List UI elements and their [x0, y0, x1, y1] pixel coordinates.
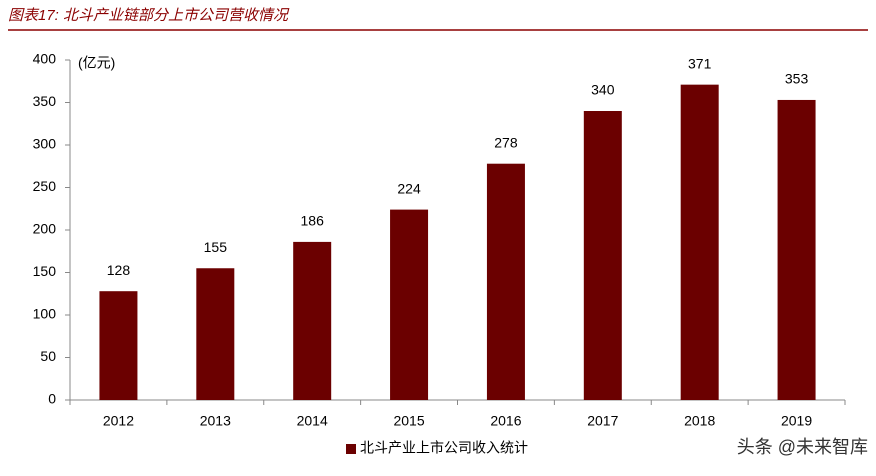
bar: [293, 241, 332, 400]
data-label: 371: [688, 55, 712, 71]
x-tick-label: 2013: [200, 413, 231, 429]
bar: [583, 111, 622, 400]
watermark: 头条 @未来智库: [737, 437, 868, 457]
x-tick-label: 2019: [781, 413, 812, 429]
y-tick-label: 50: [40, 348, 56, 364]
y-tick-label: 250: [33, 178, 57, 194]
x-tick-label: 2018: [684, 413, 715, 429]
data-label: 224: [397, 180, 421, 196]
x-tick-label: 2012: [103, 413, 134, 429]
y-tick-label: 400: [33, 51, 57, 67]
y-tick-label: 100: [33, 306, 57, 322]
y-tick-label: 300: [33, 136, 57, 152]
x-tick-label: 2014: [297, 413, 328, 429]
bar: [777, 99, 816, 400]
data-label: 128: [107, 262, 131, 278]
y-tick-label: 200: [33, 221, 57, 237]
y-axis-label: (亿元): [78, 55, 115, 71]
legend-swatch: [346, 444, 356, 454]
y-tick-label: 0: [48, 391, 56, 407]
bar: [680, 84, 719, 401]
x-tick-label: 2016: [490, 413, 521, 429]
y-tick-label: 150: [33, 263, 57, 279]
bar: [196, 268, 235, 400]
bar: [486, 163, 525, 400]
y-tick-label: 350: [33, 93, 57, 109]
data-label: 353: [785, 71, 809, 87]
legend-label: 北斗产业上市公司收入统计: [360, 440, 528, 456]
x-tick-label: 2017: [587, 413, 618, 429]
bar: [390, 209, 429, 400]
data-label: 278: [494, 134, 518, 150]
x-tick-label: 2015: [393, 413, 424, 429]
bar: [99, 291, 138, 400]
chart-title: 图表17: 北斗产业链部分上市公司营收情况: [8, 7, 290, 24]
data-label: 155: [204, 239, 228, 255]
data-label: 340: [591, 82, 615, 98]
data-label: 186: [301, 213, 325, 229]
